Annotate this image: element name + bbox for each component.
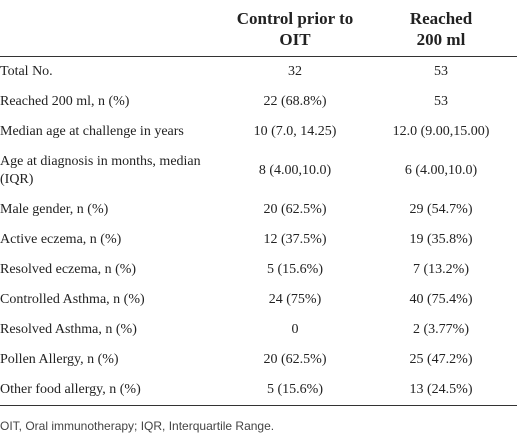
cell-value: 40 (75.4%): [409, 292, 473, 307]
header-text: Control prior to OIT: [236, 9, 354, 49]
cell-value: 7 (13.2%): [413, 262, 469, 277]
cell-value: 22 (68.8%): [263, 94, 327, 109]
cell-value: 29 (54.7%): [409, 202, 473, 217]
row-label: Male gender, n (%): [0, 202, 109, 217]
table-body: Total No. 32 53 Reached 200 ml, n (%) 22 (68…: [0, 57, 517, 406]
row-label: Controlled Asthma, n (%): [0, 292, 145, 307]
cell-value: 19 (35.8%): [409, 232, 473, 247]
row-label: Pollen Allergy, n (%): [0, 352, 119, 367]
cell-value: 53: [434, 64, 448, 79]
cell-value: 13 (24.5%): [365, 375, 517, 406]
cell-value: 53: [434, 94, 448, 109]
cell-value: 24 (75%): [268, 292, 322, 307]
cell-value: 8 (4.00,10.0): [258, 163, 332, 178]
table-row: Pollen Allergy, n (%) 20 (62.5%) 25 (47.2%…: [0, 345, 517, 375]
cell-value: 12 (37.5%): [263, 232, 327, 247]
table-row: Median age at challenge in years 10 (7.0,…: [0, 117, 517, 147]
row-label: Median age at challenge in years: [0, 124, 184, 139]
cell-value: 5 (15.6%): [225, 375, 365, 406]
cell-value: 5 (15.6%): [267, 262, 323, 277]
row-label: Resolved Asthma, n (%): [0, 322, 137, 337]
table-row: Resolved Asthma, n (%) 0 2 (3.77%): [0, 315, 517, 345]
row-label: Age at diagnosis in months, median (IQR): [0, 154, 201, 187]
row-label: Other food allergy, n (%): [0, 375, 225, 406]
header-text: Reached 200 ml: [409, 9, 473, 49]
cell-value: 20 (62.5%): [263, 202, 327, 217]
table-row: Age at diagnosis in months, median (IQR)…: [0, 147, 517, 195]
cell-value: 32: [288, 64, 302, 79]
table-row: Active eczema, n (%) 12 (37.5%) 19 (35.8%): [0, 225, 517, 255]
table-row: Male gender, n (%) 20 (62.5%) 29 (54.7%): [0, 195, 517, 225]
table-row: Controlled Asthma, n (%) 24 (75%) 40 (75.4…: [0, 285, 517, 315]
cell-value: 12.0 (9.00,15.00): [392, 124, 490, 139]
cell-value: 2 (3.77%): [413, 322, 469, 337]
cell-value: 0: [291, 322, 299, 337]
table-row: Other food allergy, n (%) 5 (15.6%) 13 (24…: [0, 375, 517, 406]
table-header: Control prior to OIT Reached 200 ml: [0, 0, 517, 57]
header-cell: Control prior to OIT: [225, 0, 365, 57]
cell-value: 20 (62.5%): [263, 352, 327, 367]
header-row: Control prior to OIT Reached 200 ml: [0, 0, 517, 57]
header-cell: [0, 0, 225, 57]
row-label: Reached 200 ml, n (%): [0, 94, 130, 109]
footnote: OIT, Oral immunotherapy; IQR, Interquart…: [0, 419, 275, 433]
cell-value: 10 (7.0, 14.25): [253, 124, 337, 139]
row-label: Total No.: [0, 64, 53, 79]
row-label: Active eczema, n (%): [0, 232, 122, 247]
cell-value: 6 (4.00,10.0): [404, 163, 478, 178]
table-row: Total No. 32 53: [0, 57, 517, 88]
row-label: Resolved eczema, n (%): [0, 262, 137, 277]
data-table: Control prior to OIT Reached 200 ml Tota…: [0, 0, 517, 406]
table-row: Resolved eczema, n (%) 5 (15.6%) 7 (13.2%): [0, 255, 517, 285]
cell-value: 25 (47.2%): [409, 352, 473, 367]
header-cell: Reached 200 ml: [365, 0, 517, 57]
table-row: Reached 200 ml, n (%) 22 (68.8%) 53: [0, 87, 517, 117]
